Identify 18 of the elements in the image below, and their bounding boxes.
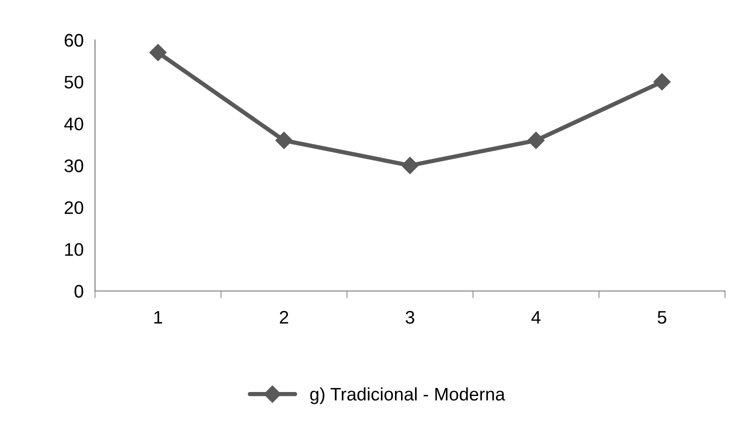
x-tick-label: 1 bbox=[154, 311, 162, 324]
x-tick-label: 3 bbox=[406, 310, 414, 324]
point bbox=[149, 44, 167, 62]
x-tick-label: 2 bbox=[280, 310, 288, 324]
y-tick-label: 20 bbox=[64, 201, 84, 214]
y-tick-label: 0 bbox=[74, 284, 84, 298]
point bbox=[275, 132, 293, 149]
x-tick-label: 5 bbox=[658, 311, 666, 324]
y-tick-label: 10 bbox=[65, 243, 84, 256]
legend-label: g) Tradicional - Moderna bbox=[310, 387, 506, 404]
point bbox=[527, 132, 545, 149]
y-tick-label: 30 bbox=[64, 159, 84, 172]
point bbox=[653, 73, 671, 90]
y-tick-label: 50 bbox=[64, 76, 84, 89]
x-tick-label: 4 bbox=[531, 311, 540, 324]
y-tick-label: 60 bbox=[64, 34, 84, 47]
point bbox=[401, 156, 419, 174]
y-tick-label: 40 bbox=[64, 118, 84, 130]
